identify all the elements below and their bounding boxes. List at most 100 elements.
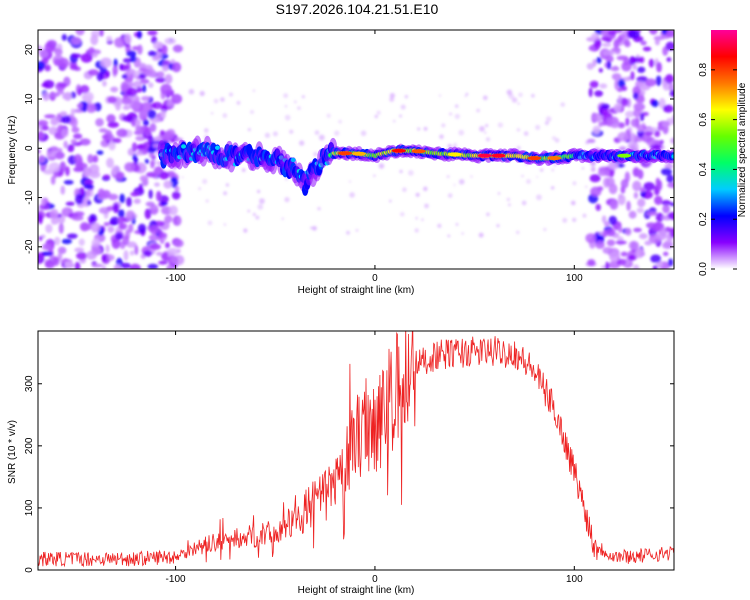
noise-blob — [458, 129, 465, 136]
noise-blob — [82, 101, 87, 113]
noise-blob — [610, 66, 620, 72]
noise-blob — [628, 210, 637, 219]
noise-blob — [106, 157, 114, 169]
noise-blob — [51, 256, 60, 267]
noise-blob — [99, 192, 108, 198]
noise-blob — [658, 97, 666, 109]
noise-blob — [118, 222, 128, 230]
noise-blob — [600, 103, 610, 110]
noise-blob — [198, 187, 202, 191]
noise-blob — [349, 192, 355, 198]
noise-blob — [625, 227, 632, 236]
noise-blob — [627, 254, 636, 261]
noise-blob — [156, 251, 163, 256]
noise-blob — [589, 80, 599, 89]
noise-blob — [588, 45, 595, 51]
noise-blob — [136, 30, 142, 39]
noise-blob — [610, 199, 619, 210]
noise-blob — [655, 212, 664, 222]
noise-blob — [551, 136, 556, 141]
noise-blob — [620, 251, 628, 257]
noise-blob — [205, 199, 209, 203]
noise-blob — [119, 193, 125, 204]
noise-blob — [156, 71, 165, 78]
noise-blob — [645, 222, 657, 229]
noise-blob — [115, 171, 124, 181]
ridge-peak — [477, 153, 492, 158]
noise-blob — [632, 180, 642, 192]
snr-y-label: SNR (10 * v/v) — [7, 420, 18, 484]
noise-blob — [592, 112, 603, 123]
noise-blob — [247, 128, 251, 132]
noise-blob — [562, 217, 568, 223]
noise-blob — [141, 84, 147, 93]
noise-blob — [252, 89, 256, 92]
ridge-peak — [338, 151, 353, 156]
noise-blob — [207, 220, 213, 226]
noise-blob — [543, 227, 547, 232]
noise-blob — [497, 192, 501, 195]
noise-blob — [60, 115, 72, 124]
colorbar-tick-label: 0.4 — [698, 162, 709, 176]
noise-blob — [171, 61, 182, 73]
colorbar: 0.0 0.2 0.4 0.6 0.8 Normalized spectral ampl… — [698, 30, 748, 276]
noise-blob — [617, 122, 625, 129]
noise-blob — [585, 233, 597, 244]
noise-blob — [113, 264, 122, 269]
noise-blob — [164, 37, 176, 45]
noise-blob — [100, 57, 112, 68]
noise-blob — [155, 190, 162, 202]
ridge-peak — [351, 151, 366, 156]
ridge-peak — [391, 148, 406, 153]
noise-blob — [301, 95, 305, 99]
snr-x-label: Height of straight line (km) — [298, 585, 415, 596]
noise-blob — [318, 134, 325, 141]
noise-blob — [123, 249, 129, 261]
noise-blob — [102, 80, 107, 87]
noise-blob — [572, 217, 577, 223]
noise-blob — [126, 50, 137, 57]
noise-blob — [645, 211, 658, 216]
noise-blob — [521, 200, 527, 206]
noise-blob — [69, 64, 78, 71]
noise-blob — [105, 70, 110, 78]
noise-blob — [670, 202, 674, 207]
snr-panel: -100 0 100 0 100 200 300 Height of straight l… — [7, 330, 675, 596]
noise-blob — [75, 161, 82, 171]
noise-blob — [611, 47, 621, 52]
noise-blob — [638, 56, 645, 64]
noise-blob — [90, 34, 99, 46]
noise-blob — [176, 216, 182, 226]
noise-blob — [597, 169, 608, 177]
noise-blob — [393, 119, 396, 123]
noise-blob — [89, 214, 97, 221]
noise-blob — [79, 186, 85, 196]
noise-blob — [589, 174, 601, 183]
noise-blob — [144, 208, 152, 220]
noise-blob — [126, 241, 137, 248]
noise-blob — [656, 61, 662, 73]
noise-blob — [137, 223, 147, 234]
noise-blob — [637, 169, 643, 178]
noise-blob — [602, 49, 615, 56]
noise-blob — [135, 135, 146, 141]
noise-blob — [75, 193, 84, 205]
noise-blob — [595, 203, 601, 211]
noise-blob — [479, 125, 485, 132]
noise-blob — [107, 96, 117, 104]
noise-blob — [116, 128, 128, 138]
noise-blob — [43, 79, 55, 89]
noise-blob — [87, 69, 99, 76]
y-tick-label: 10 — [24, 93, 35, 105]
noise-blob — [122, 115, 134, 122]
noise-blob — [130, 191, 140, 197]
noise-blob — [453, 142, 457, 146]
noise-blob — [119, 63, 124, 71]
noise-blob — [531, 93, 535, 98]
noise-blob — [86, 200, 92, 206]
noise-blob — [145, 201, 155, 207]
noise-blob — [373, 174, 376, 178]
noise-blob — [125, 210, 136, 221]
noise-blob — [618, 226, 623, 234]
noise-blob — [516, 145, 521, 150]
